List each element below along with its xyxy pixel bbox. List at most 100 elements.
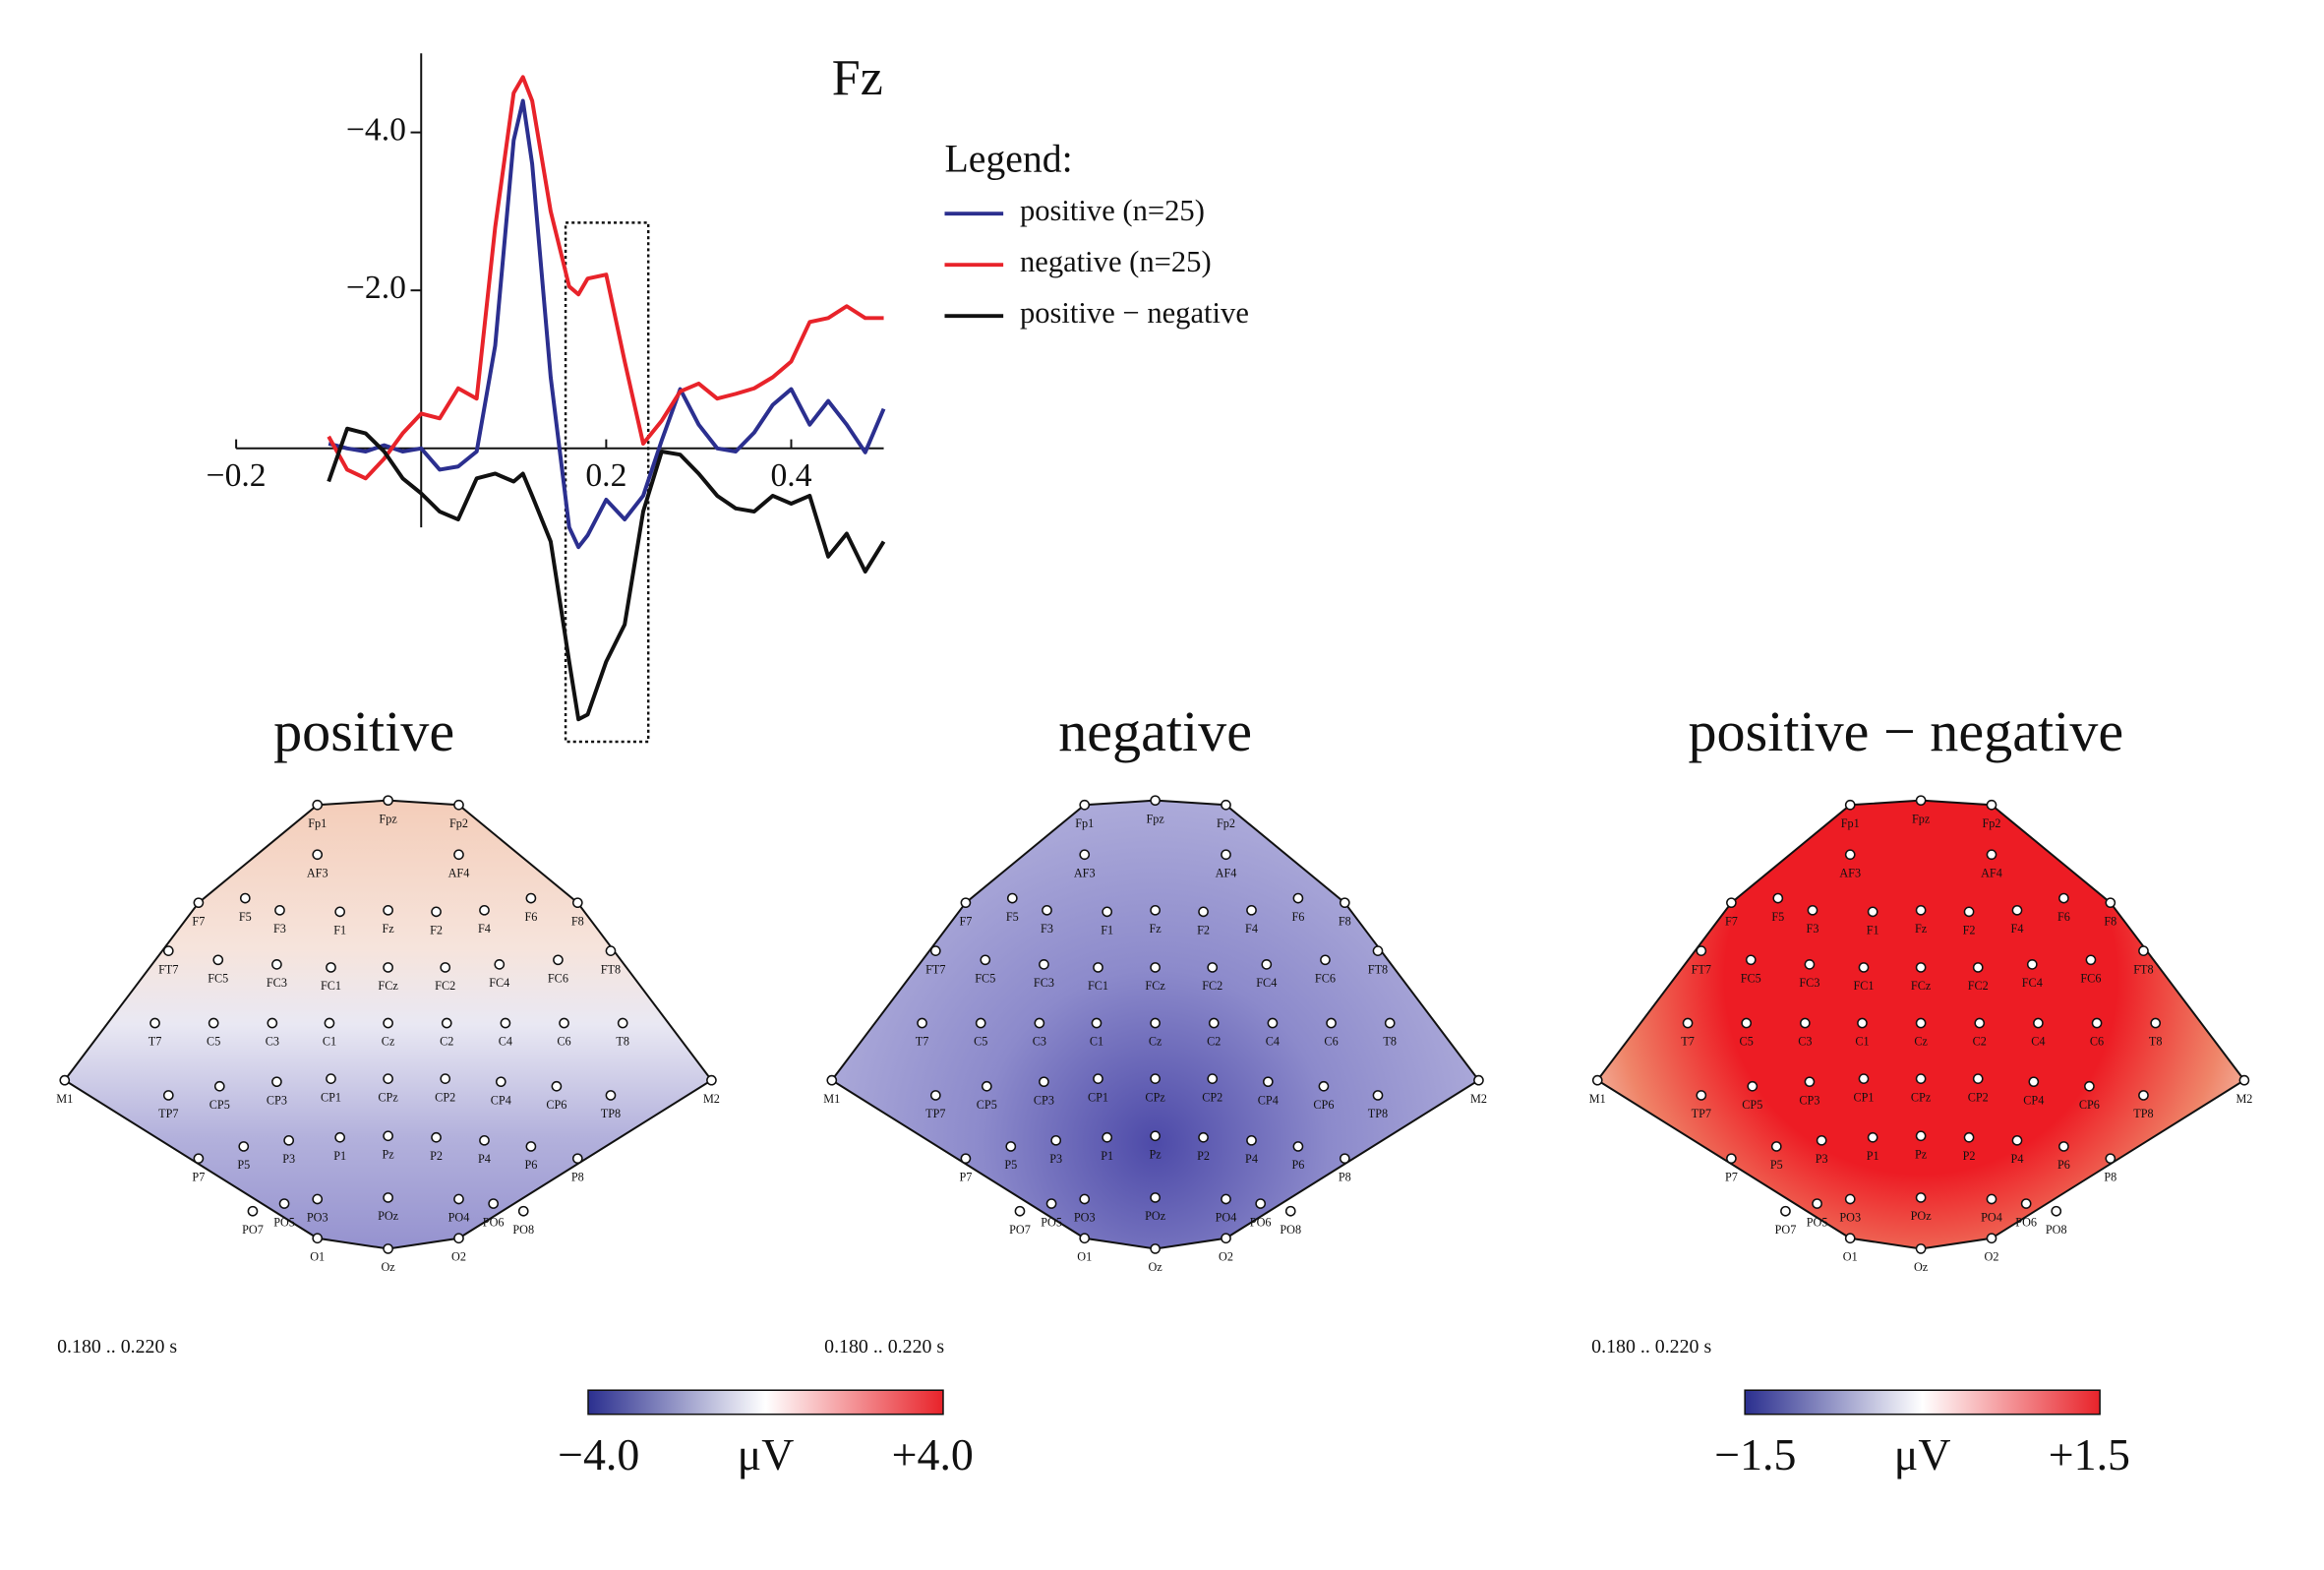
electrode-label: CP2: [435, 1090, 455, 1104]
electrode: [383, 1192, 393, 1203]
electrode: [1812, 1198, 1822, 1209]
electrode: [960, 1153, 972, 1165]
electrode-label: CP1: [321, 1090, 341, 1104]
series-line: [328, 98, 886, 550]
electrode: [1262, 1076, 1274, 1088]
electrode-label: C1: [1855, 1035, 1869, 1049]
electrode-label: AF3: [1074, 866, 1096, 879]
legend-label: positive − negative: [1020, 296, 1249, 330]
electrode-label: P4: [478, 1152, 491, 1166]
electrode-label: F2: [1197, 924, 1210, 937]
electrode: [334, 1131, 346, 1143]
electrode: [1284, 1205, 1296, 1217]
electrode-label: AF4: [1216, 866, 1237, 879]
electrode: [494, 959, 506, 970]
electrode: [2105, 897, 2116, 909]
electrode: [149, 1017, 160, 1029]
electrode-label: P3: [1816, 1152, 1828, 1166]
electrode: [1780, 1205, 1791, 1217]
electrode: [1844, 1193, 1856, 1205]
electrode: [1915, 1130, 1927, 1142]
electrode: [2138, 1090, 2149, 1101]
electrode-label: FC1: [1088, 979, 1108, 993]
electrode: [1093, 962, 1103, 973]
electrode-label: CP6: [2079, 1098, 2100, 1112]
electrode-label: Pz: [1150, 1147, 1162, 1161]
electrode: [1102, 906, 1113, 918]
electrode: [1915, 1073, 1927, 1084]
electrode-label: F1: [1101, 924, 1113, 937]
electrode-label: F2: [430, 924, 443, 937]
electrode-label: PO6: [2015, 1215, 2037, 1229]
electrode-label: FC2: [1968, 979, 1989, 993]
electrode: [1372, 945, 1384, 956]
electrode-label: POz: [1911, 1209, 1933, 1223]
map-title: positive: [273, 699, 454, 763]
electrode: [1804, 1076, 1816, 1088]
electrode-label: CP2: [1202, 1090, 1222, 1104]
electrode: [525, 1141, 537, 1152]
electrode: [1320, 954, 1331, 966]
electrode: [551, 1080, 563, 1092]
electrode-label: FT8: [601, 962, 621, 976]
electrode-label: PO3: [1839, 1211, 1861, 1225]
electrode-label: FC4: [489, 976, 509, 990]
electrode: [1963, 1131, 1975, 1143]
electrode-label: TP7: [925, 1107, 945, 1120]
electrode-label: CP2: [1968, 1090, 1989, 1104]
electrode-label: C1: [323, 1035, 336, 1049]
electrode-label: C6: [1324, 1035, 1338, 1049]
electrode: [312, 799, 324, 811]
electrode-label: FCz: [1145, 979, 1165, 993]
electrode-label: PO8: [1280, 1223, 1301, 1237]
electrode: [431, 1131, 442, 1143]
electrode-label: PO8: [512, 1223, 534, 1237]
electrode-label: CP1: [1088, 1090, 1108, 1104]
series-line: [327, 426, 886, 722]
electrode: [1034, 1017, 1045, 1029]
electrode-label: P8: [1339, 1170, 1351, 1183]
electrode-label: O2: [1219, 1249, 1233, 1263]
colorbar: [587, 1389, 944, 1416]
electrode: [495, 1076, 507, 1088]
electrode: [1844, 849, 1856, 861]
electrode-label: C2: [440, 1035, 453, 1049]
electrode-label: P4: [1245, 1152, 1258, 1166]
electrode-label: P6: [1291, 1158, 1304, 1172]
electrode: [1844, 799, 1856, 811]
electrode-label: F2: [1963, 924, 1976, 937]
y-tick-label: −4.0: [346, 111, 406, 148]
electrode: [1207, 1073, 1219, 1084]
electrode-label: PO3: [307, 1211, 328, 1225]
electrode: [1915, 1192, 1927, 1203]
electrode-label: CP6: [1313, 1098, 1334, 1112]
colorbar: [1744, 1389, 2101, 1416]
electrode-label: FCz: [378, 979, 398, 993]
electrode: [1974, 1017, 1986, 1029]
electrode-label: FC3: [1799, 976, 1819, 990]
electrode: [326, 962, 336, 973]
electrode: [980, 954, 991, 966]
electrode: [1915, 962, 1927, 973]
map-title: positive − negative: [1688, 699, 2123, 763]
electrode: [1972, 1073, 1984, 1084]
electrode: [274, 904, 285, 916]
electrode: [162, 1090, 174, 1101]
map-title: negative: [1058, 699, 1252, 763]
electrode: [383, 962, 393, 973]
electrode-label: FC6: [2080, 971, 2101, 985]
electrode: [1339, 1153, 1350, 1165]
electrode-label: P2: [1963, 1149, 1976, 1163]
electrode-label: O2: [451, 1249, 466, 1263]
electrode: [553, 954, 564, 966]
electrode-label: C6: [557, 1035, 570, 1049]
electrode-label: F6: [1291, 910, 1304, 924]
electrode: [312, 849, 324, 861]
electrode-label: F3: [273, 922, 286, 936]
electrode: [1014, 1205, 1026, 1217]
electrode: [559, 1017, 569, 1029]
electrode-label: CPz: [1911, 1090, 1932, 1104]
electrode: [383, 1130, 393, 1142]
electrode: [1042, 904, 1052, 916]
electrode-label: PO4: [448, 1211, 470, 1225]
